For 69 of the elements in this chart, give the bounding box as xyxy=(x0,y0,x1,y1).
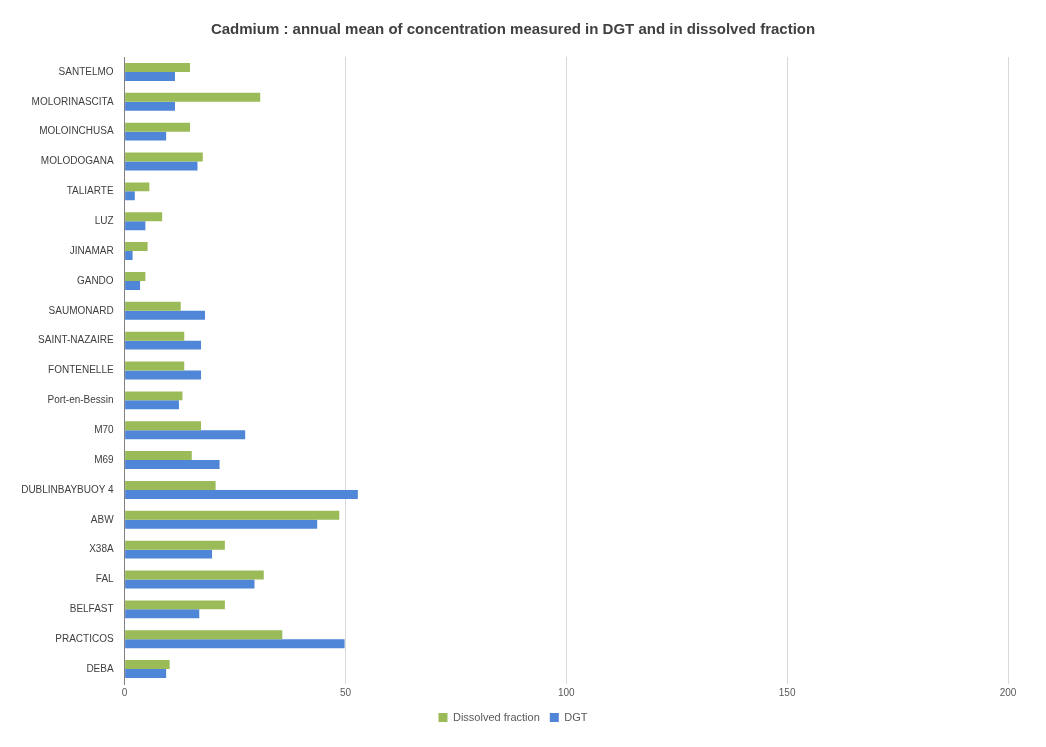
y-tick-label: Port-en-Bessin xyxy=(47,394,114,406)
legend-label: Dissolved fraction xyxy=(452,710,540,723)
bar xyxy=(125,221,146,231)
bar xyxy=(125,62,190,72)
bar xyxy=(125,480,216,490)
bar xyxy=(125,242,148,252)
y-tick-label: TALIARTE xyxy=(66,185,114,197)
bar xyxy=(125,669,167,679)
chart-title: Cadmium : annual mean of concentration measured in DGT and in dissolved fraction xyxy=(210,20,816,38)
x-tick-label: 50 xyxy=(339,686,352,698)
bar xyxy=(125,271,146,281)
y-tick-label: BELFAST xyxy=(69,603,114,615)
x-tick-label: 200 xyxy=(999,686,1017,698)
bar xyxy=(125,101,175,111)
bar xyxy=(125,131,167,141)
y-tick-label: MOLORINASCITA xyxy=(31,95,114,107)
y-tick-label: DEBA xyxy=(86,662,114,674)
bar xyxy=(125,630,283,640)
bar xyxy=(125,331,185,341)
y-tick-label: M70 xyxy=(94,423,115,435)
bar xyxy=(125,310,206,320)
y-tick-label: SAUMONARD xyxy=(48,304,114,316)
bar xyxy=(125,122,190,132)
x-tick-label: 150 xyxy=(778,686,796,698)
bar xyxy=(125,430,246,440)
bar xyxy=(125,489,358,499)
bar xyxy=(125,161,198,171)
bar xyxy=(125,460,220,470)
bar xyxy=(125,251,133,261)
bar xyxy=(125,570,264,580)
bar xyxy=(125,191,135,201)
x-tick-label: 0 xyxy=(121,686,128,698)
y-tick-label: FAL xyxy=(95,573,115,585)
y-tick-label: LUZ xyxy=(94,214,114,226)
bar xyxy=(125,660,170,670)
bar xyxy=(125,212,163,222)
legend-label: DGT xyxy=(564,710,588,723)
y-tick-label: X38A xyxy=(89,543,114,555)
y-tick-label: M69 xyxy=(94,453,115,465)
bar xyxy=(125,301,181,311)
bar xyxy=(125,639,345,649)
x-tick-label: 100 xyxy=(557,686,576,698)
y-tick-label: MOLODOGANA xyxy=(40,155,114,167)
y-tick-label: JINAMAR xyxy=(69,244,114,256)
bar xyxy=(125,92,261,102)
bar xyxy=(125,421,202,431)
bar xyxy=(125,451,192,461)
bar xyxy=(125,549,213,559)
bar xyxy=(125,391,183,401)
y-tick-label: MOLOINCHUSA xyxy=(39,125,114,137)
bar xyxy=(125,280,141,290)
bar xyxy=(125,519,318,529)
y-tick-label: SAINT-NAZAIRE xyxy=(38,334,114,346)
bar xyxy=(125,71,175,81)
bar xyxy=(125,182,150,192)
y-tick-label: PRACTICOS xyxy=(55,632,114,644)
bar xyxy=(125,340,202,350)
y-tick-label: DUBLINBAYBUOY 4 xyxy=(21,483,115,495)
bar xyxy=(125,400,179,410)
y-tick-label: SANTELMO xyxy=(58,65,114,77)
bar xyxy=(125,540,225,550)
y-tick-label: ABW xyxy=(90,513,115,525)
bar xyxy=(125,361,185,371)
y-tick-label: FONTENELLE xyxy=(48,364,114,376)
bar xyxy=(125,600,225,610)
bar xyxy=(125,152,203,162)
bar xyxy=(125,609,200,619)
bar xyxy=(125,510,340,520)
y-tick-label: GANDO xyxy=(76,274,114,286)
